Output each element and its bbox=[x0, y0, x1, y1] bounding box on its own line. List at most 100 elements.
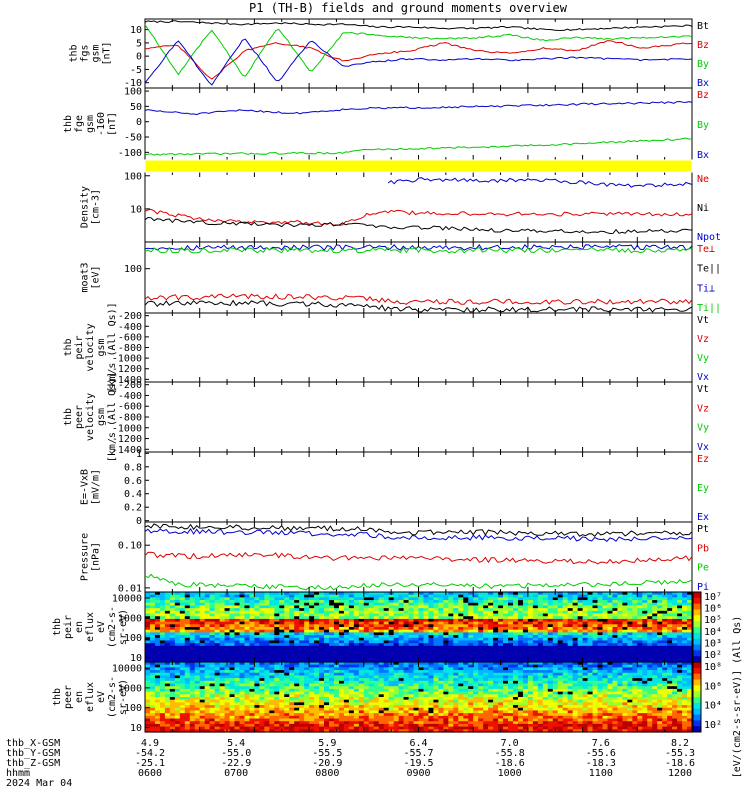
spectrogram-cell bbox=[343, 667, 350, 671]
spectrogram-cell bbox=[358, 662, 365, 666]
spectrogram-cell bbox=[204, 686, 211, 690]
spectrogram-cell bbox=[517, 613, 524, 617]
spectrogram-cell bbox=[433, 592, 439, 596]
spectrogram-cell bbox=[159, 605, 166, 609]
spectrogram-cell bbox=[378, 613, 385, 617]
spectrogram-cell bbox=[488, 659, 494, 663]
spectrogram-cell bbox=[368, 627, 375, 631]
spectrogram-cell bbox=[194, 680, 201, 685]
spectrogram-cell bbox=[314, 672, 320, 677]
spectrogram-cell bbox=[348, 592, 355, 596]
spectrogram-cell bbox=[179, 675, 186, 679]
spectrogram-cell bbox=[338, 659, 345, 663]
spectrogram-cell bbox=[219, 651, 226, 655]
spectrogram-cell bbox=[498, 694, 504, 698]
spectrogram-cell bbox=[254, 594, 260, 598]
spectrogram-cell bbox=[184, 640, 191, 644]
spectrogram-cell bbox=[174, 605, 181, 609]
spectrogram-cell bbox=[174, 632, 181, 636]
spectrogram-cell bbox=[319, 648, 325, 652]
spectrogram-cell bbox=[562, 648, 569, 652]
spectrogram-cell bbox=[552, 597, 559, 601]
spectrogram-cell bbox=[328, 670, 335, 674]
spectrogram-cell bbox=[393, 627, 400, 631]
spectrogram-cell bbox=[438, 640, 444, 644]
spectrogram-cell bbox=[309, 686, 315, 690]
spectrogram-cell bbox=[433, 683, 439, 687]
spectrogram-cell bbox=[607, 602, 614, 607]
spectrogram-cell bbox=[184, 643, 191, 647]
spectrogram-cell bbox=[453, 670, 459, 674]
spectrogram-cell bbox=[428, 635, 435, 639]
spectrogram-cell bbox=[154, 659, 161, 663]
spectrogram-cell bbox=[239, 664, 246, 668]
spectrogram-cell bbox=[652, 613, 658, 617]
spectrogram-cell bbox=[304, 627, 310, 631]
spectrogram-cell bbox=[184, 672, 191, 677]
spectrogram-cell bbox=[657, 653, 663, 658]
spectrogram-cell bbox=[552, 594, 559, 598]
spectrogram-cell bbox=[219, 670, 226, 674]
spectrogram-cell bbox=[667, 651, 673, 655]
spectrogram-cell bbox=[682, 621, 688, 625]
spectrogram-cell bbox=[353, 610, 360, 615]
spectrogram-cell bbox=[632, 680, 638, 685]
spectrogram-cell bbox=[627, 635, 633, 639]
spectrogram-cell bbox=[517, 635, 524, 639]
spectrogram-cell bbox=[174, 651, 181, 655]
spectrogram-cell bbox=[348, 675, 355, 679]
spectrogram-cell bbox=[667, 605, 673, 609]
spectrogram-cell bbox=[398, 675, 405, 679]
spectrogram-cell bbox=[562, 653, 569, 658]
spectrogram-cell bbox=[577, 629, 584, 633]
spectrogram-cell bbox=[324, 594, 330, 598]
spectrogram-cell bbox=[149, 600, 156, 604]
spectrogram-cell bbox=[672, 635, 678, 639]
spectrogram-cell bbox=[542, 662, 549, 666]
spectrogram-cell bbox=[309, 592, 315, 596]
spectrogram-cell bbox=[612, 602, 619, 607]
spectrogram-cell bbox=[438, 678, 444, 682]
spectrogram-cell bbox=[149, 602, 156, 607]
spectrogram-cell bbox=[348, 635, 355, 639]
spectrogram-cell bbox=[527, 608, 534, 612]
spectrogram-cell bbox=[503, 691, 509, 695]
spectrogram-cell bbox=[249, 656, 255, 660]
spectrogram-cell bbox=[159, 667, 166, 671]
spectrogram-cell bbox=[438, 618, 444, 623]
spectrogram-cell bbox=[537, 618, 544, 623]
spectrogram-cell bbox=[577, 680, 584, 685]
spectrogram-cell bbox=[309, 597, 315, 601]
spectrogram-cell bbox=[189, 672, 196, 677]
spectrogram-cell bbox=[249, 664, 255, 668]
spectrogram-cell bbox=[299, 686, 305, 690]
spectrogram-cell bbox=[383, 608, 390, 612]
spectrogram-cell bbox=[214, 629, 221, 633]
spectrogram-cell bbox=[478, 656, 484, 660]
spectrogram-cell bbox=[687, 691, 693, 695]
spectrogram-cell bbox=[602, 643, 609, 647]
spectrogram-cell bbox=[413, 635, 420, 639]
spectrogram-cell bbox=[587, 688, 594, 693]
spectrogram-cell bbox=[592, 637, 599, 642]
spectrogram-cell bbox=[159, 675, 166, 679]
spectrogram-cell bbox=[264, 648, 270, 652]
spectrogram-cell bbox=[304, 602, 310, 607]
spectrogram-cell bbox=[234, 659, 241, 663]
spectrogram-cell bbox=[358, 645, 365, 650]
spectrogram-cell bbox=[557, 680, 564, 685]
spectrogram-cell bbox=[562, 686, 569, 690]
spectrogram-cell bbox=[483, 640, 489, 644]
spectrogram-cell bbox=[199, 610, 206, 615]
spectrogram-cell bbox=[617, 643, 623, 647]
spectrogram-cell bbox=[423, 694, 430, 698]
spectrogram-cell bbox=[314, 645, 320, 650]
spectrogram-cell bbox=[169, 656, 176, 660]
spectrogram-cell bbox=[562, 680, 569, 685]
spectrogram-cell bbox=[353, 629, 360, 633]
spectrogram-cell bbox=[512, 621, 519, 625]
spectrogram-cell bbox=[164, 643, 171, 647]
spectrogram-cell bbox=[413, 680, 420, 685]
spectrogram-cell bbox=[234, 691, 241, 695]
spectrogram-cell bbox=[587, 597, 594, 601]
